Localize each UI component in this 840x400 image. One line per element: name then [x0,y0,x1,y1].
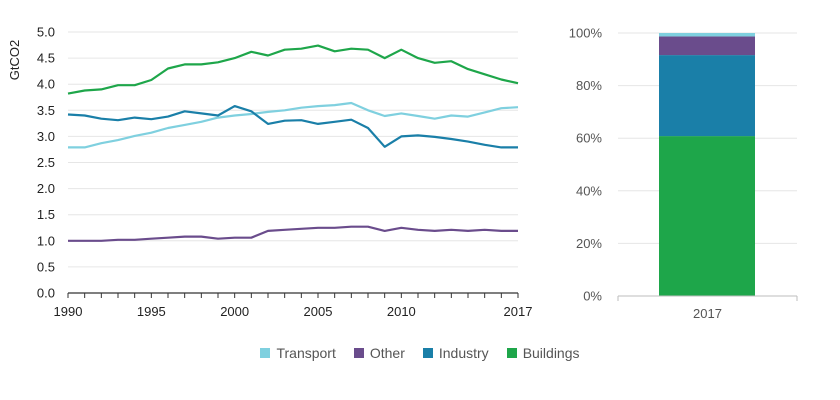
y-tick-label: 0.0 [37,286,55,301]
y-tick-label: 5.0 [37,25,55,40]
bar-chart-tick-labels: 0% 20% 40% 60% 80% 100% [569,26,603,304]
y-tick-label: 1.5 [37,207,55,222]
y-tick-label: 20% [576,236,602,251]
x-tick-label: 2000 [220,304,249,319]
legend-label: Industry [438,345,489,361]
line-chart-axes [67,292,519,298]
y-tick-label: 3.5 [37,103,55,118]
legend-item-other: Other [353,345,405,361]
legend-swatch [260,348,271,358]
bar-segment-transport [659,33,755,37]
y-tick-label: 60% [576,131,602,146]
y-tick-label: 4.0 [37,77,55,92]
line-chart-gridlines [68,31,518,268]
x-tick-label: 2010 [387,304,416,319]
series-line-transport [68,101,519,149]
legend-item-industry: Industry [422,345,489,361]
legend-label: Other [369,345,405,361]
legend-item-buildings: Buildings [506,345,580,361]
y-tick-label: 2.0 [37,181,55,196]
x-tick-label: 1995 [137,304,166,319]
y-tick-label: 40% [576,183,602,198]
series-line-buildings [67,44,519,95]
chart-legend: Transport Other Industry Buildings [0,345,840,361]
line-chart-series [67,44,519,242]
legend-item-transport: Transport [260,345,336,361]
legend-label: Buildings [522,345,580,361]
x-tick-label: 2005 [304,304,333,319]
legend-swatch [353,348,364,358]
series-line-industry [67,104,518,149]
chart-svg: 0.0 0.5 1.0 1.5 2.0 2.5 3.0 3.5 4.0 4.5 5.0 1990 199… [7,25,798,321]
y-tick-label: 4.5 [37,51,55,66]
legend-label: Transport [276,345,336,361]
y-tick-label: 80% [576,78,602,93]
x-tick-label: 2017 [504,304,533,319]
bar-chart-axes: 2017 [617,295,798,321]
bar-chart-segments [659,33,755,296]
y-tick-label: 3.0 [37,129,55,144]
bar-segment-buildings [659,136,755,296]
y-tick-label: 0.5 [37,259,55,274]
x-tick-label: 1990 [54,304,83,319]
y-tick-label: 1.0 [37,233,55,248]
y-tick-label: 0% [583,289,602,304]
legend-swatch [506,348,517,358]
line-chart-tick-labels: 0.0 0.5 1.0 1.5 2.0 2.5 3.0 3.5 4.0 4.5 5.0 1990 199… [37,25,533,320]
series-line-other [68,225,518,242]
y-tick-label: 100% [569,26,603,41]
y-tick-label: 2.5 [37,155,55,170]
y-axis-label: GtCO2 [7,40,22,80]
x-category-label: 2017 [693,306,722,321]
bar-segment-industry [659,55,755,137]
bar-segment-other [659,36,755,56]
legend-swatch [422,348,433,358]
